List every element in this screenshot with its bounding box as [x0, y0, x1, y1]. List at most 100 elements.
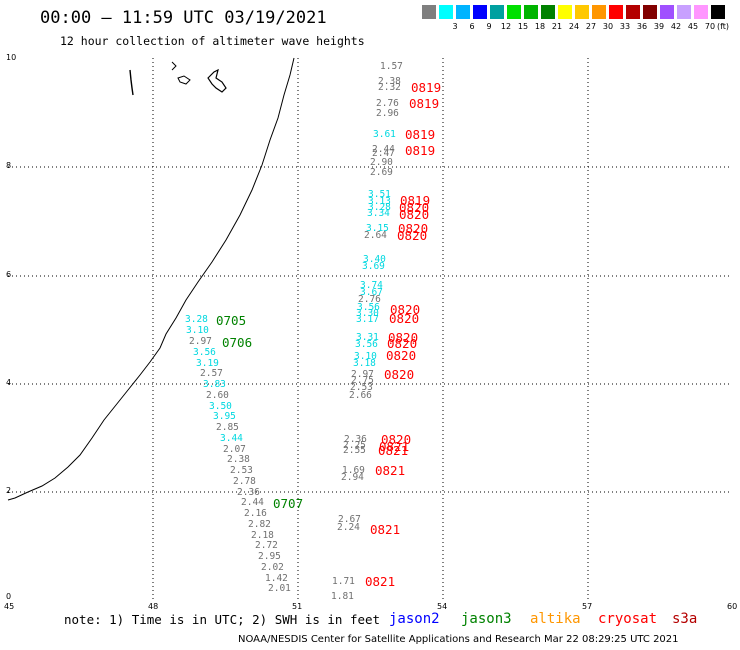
lat-label-0: 0 — [6, 592, 12, 601]
legend-label: 12 — [500, 22, 512, 31]
legend-swatch — [541, 5, 555, 19]
legend-label: 6 — [469, 22, 475, 31]
wave-height-value: 2.25 — [343, 440, 366, 451]
wave-height-value: 3.61 — [373, 129, 396, 140]
legend-swatch — [575, 5, 589, 19]
wave-height-value: 1.42 — [265, 573, 288, 584]
lon-label-60: 60 — [727, 602, 738, 611]
pass-time-label: 0821 — [379, 439, 410, 454]
wave-height-value: 3.44 — [220, 433, 243, 444]
legend-cryosat: cryosat — [598, 611, 658, 627]
legend-label: 24 — [568, 22, 580, 31]
legend-label: 33 — [619, 22, 631, 31]
legend-swatch — [473, 5, 487, 19]
pass-time-label: 0820 — [381, 432, 412, 447]
lon-label-51: 51 — [292, 602, 303, 611]
legend-swatch — [626, 5, 640, 19]
pass-time-label: 0820 — [397, 228, 428, 243]
wave-height-value: 2.95 — [258, 551, 281, 562]
wave-height-value: 2.94 — [341, 472, 364, 483]
wave-height-value: 3.56 — [355, 339, 378, 350]
pass-time-label: 0820 — [388, 330, 419, 345]
pass-time-label: 0820 — [398, 221, 429, 236]
pass-time-label: 0820 — [390, 302, 421, 317]
pass-time-label: 0820 — [399, 200, 430, 215]
legend-swatch — [456, 5, 470, 19]
wave-height-value: 3.10 — [354, 351, 377, 362]
lat-label-4: 4 — [6, 378, 12, 387]
legend-swatch — [507, 5, 521, 19]
pass-time-label: 0820 — [387, 336, 418, 351]
legend-swatch — [609, 5, 623, 19]
wave-height-value: 2.60 — [206, 390, 229, 401]
wave-height-value: 2.44 — [241, 497, 264, 508]
wave-height-value: 2.67 — [338, 514, 361, 525]
wave-height-value: 3.34 — [367, 208, 390, 219]
legend-label: 21 — [551, 22, 563, 31]
legend-label: 18 — [534, 22, 546, 31]
legend-swatch — [660, 5, 674, 19]
wave-height-value: 3.19 — [196, 358, 219, 369]
legend-jason2: jason2 — [389, 611, 440, 627]
legend-label: 3 — [452, 22, 458, 31]
wave-height-value: 2.38 — [227, 454, 250, 465]
lon-label-57: 57 — [582, 602, 593, 611]
pass-time-label: 0819 — [411, 80, 442, 95]
pass-time-label: 0821 — [378, 443, 409, 458]
legend-altika: altika — [530, 611, 581, 627]
legend-swatch — [677, 5, 691, 19]
pass-time-label: 0819 — [409, 96, 440, 111]
wave-height-value: 2.38 — [378, 76, 401, 87]
pass-time-label: 0821 — [365, 574, 396, 589]
legend-label: 42 — [670, 22, 682, 31]
wave-height-value: 2.18 — [251, 530, 274, 541]
wave-height-value: 1.81 — [331, 591, 354, 602]
lat-label-8: 8 — [6, 161, 12, 170]
wave-height-value: 3.74 — [360, 280, 383, 291]
wave-height-value: 2.76 — [376, 98, 399, 109]
legend-swatch — [524, 5, 538, 19]
wave-height-value: 2.47 — [372, 148, 395, 159]
wave-height-value: 2.76 — [358, 294, 381, 305]
wave-height-value: 2.44 — [372, 144, 395, 155]
legend-s3a: s3a — [672, 611, 698, 627]
wave-height-value: 3.28 — [185, 314, 208, 325]
wave-height-value: 2.24 — [337, 522, 360, 533]
wave-height-value: 3.56 — [193, 347, 216, 358]
wave-height-value: 3.15 — [366, 223, 389, 234]
wave-height-value: 2.85 — [216, 422, 239, 433]
legend-label: 45 — [687, 22, 699, 31]
pass-time-label: 0705 — [216, 313, 247, 328]
pass-time-label: 0820 — [386, 348, 417, 363]
wave-height-value: 3.10 — [186, 325, 209, 336]
wave-height-value: 2.64 — [364, 230, 387, 241]
wave-height-value: 3.13 — [368, 196, 391, 207]
legend-unit: (ft) — [717, 22, 730, 31]
legend-swatch — [592, 5, 606, 19]
lat-label-10: 10 — [6, 53, 17, 62]
wave-height-value: 2.57 — [200, 368, 223, 379]
wave-height-value: 3.69 — [362, 261, 385, 272]
wave-height-value: 1.69 — [342, 465, 365, 476]
pass-time-label: 0821 — [375, 463, 406, 478]
wave-height-value: 2.72 — [255, 540, 278, 551]
island-4 — [207, 68, 227, 93]
pass-time-label: 0819 — [405, 127, 436, 142]
legend-jason3: jason3 — [461, 611, 512, 627]
wave-height-value: 1.71 — [332, 576, 355, 587]
wave-height-value: 3.18 — [353, 358, 376, 369]
wave-height-value: 3.83 — [203, 379, 226, 390]
pass-time-label: 0820 — [389, 311, 420, 326]
legend-swatch — [711, 5, 725, 19]
grid-lines — [8, 58, 730, 600]
legend-label: 30 — [602, 22, 614, 31]
legend-swatch — [490, 5, 504, 19]
lat-label-6: 6 — [6, 270, 12, 279]
wave-height-value: 3.28 — [368, 202, 391, 213]
wave-height-value: 2.36 — [344, 434, 367, 445]
legend-label: 39 — [653, 22, 665, 31]
wave-height-value: 2.02 — [261, 562, 284, 573]
island-1 — [129, 69, 134, 96]
pass-time-label: 0819 — [400, 193, 431, 208]
